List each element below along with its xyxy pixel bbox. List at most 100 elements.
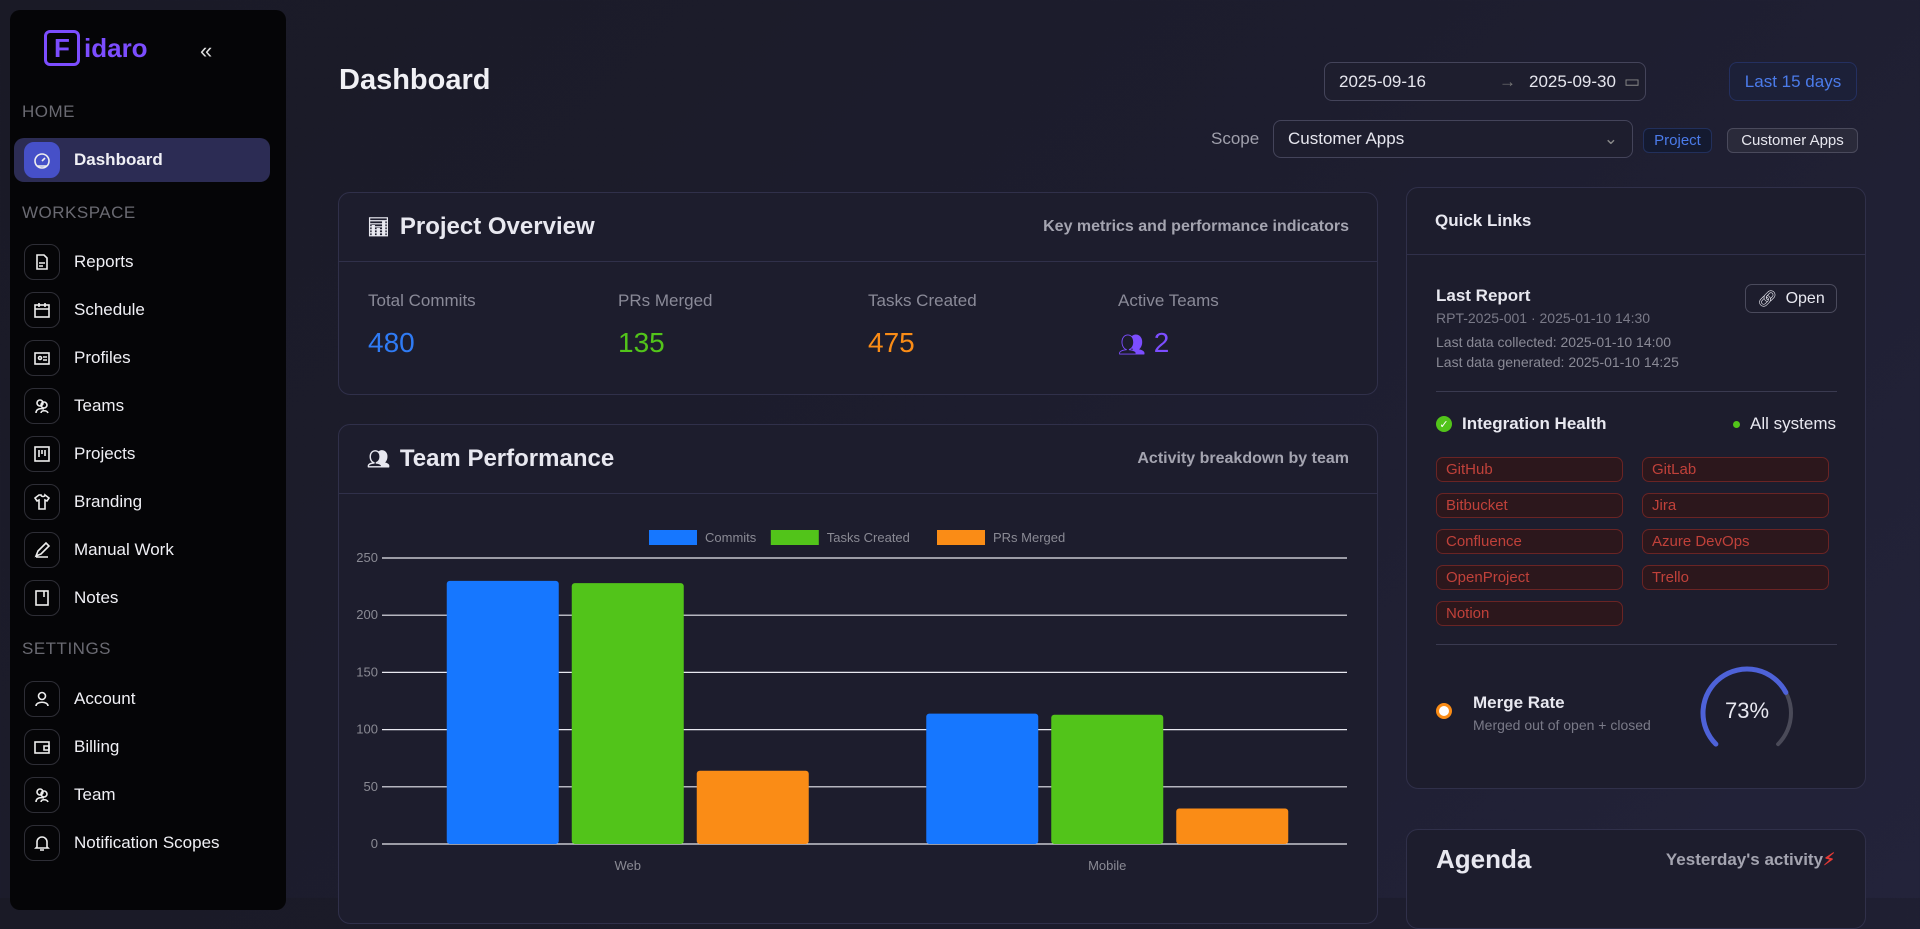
last-collected: Last data collected: 2025-01-10 14:00: [1436, 334, 1672, 350]
integration-openproject[interactable]: OpenProject: [1436, 565, 1623, 590]
integration-jira[interactable]: Jira: [1642, 493, 1829, 518]
users-icon: 👥︎: [367, 448, 390, 469]
agenda-subtitle: Yesterday's activity: [1665, 850, 1824, 869]
sidebar-item-branding[interactable]: Branding: [14, 480, 270, 524]
stat-label: Tasks Created: [868, 291, 977, 310]
sidebar-item-profiles[interactable]: Profiles: [14, 336, 270, 380]
scope-select[interactable]: Customer Apps ⌄: [1273, 120, 1633, 158]
y-tick-label: 200: [356, 607, 378, 622]
card-title: Quick Links: [1435, 211, 1532, 230]
gauge-fill: [1700, 666, 1789, 747]
scope-value: Customer Apps: [1288, 129, 1405, 148]
x-tick-label: Mobile: [1088, 858, 1126, 873]
shirt-icon: [24, 484, 60, 520]
date-to[interactable]: 2025-09-30: [1529, 71, 1616, 91]
scope-type-tag: Project: [1643, 128, 1712, 153]
logo-mark: F: [44, 30, 80, 66]
stat-prs-merged: PRs Merged 135: [618, 291, 712, 359]
sidebar-item-notification-scopes[interactable]: Notification Scopes: [14, 821, 270, 865]
x-tick-label: Web: [615, 858, 642, 873]
sidebar-item-projects[interactable]: Projects: [14, 432, 270, 476]
legend-label: Tasks Created: [827, 530, 910, 545]
users-icon: [24, 777, 60, 813]
sidebar-item-notes[interactable]: Notes: [14, 576, 270, 620]
merge-rate-title: Merge Rate: [1473, 693, 1565, 712]
integration-health-title: Integration Health: [1462, 414, 1607, 433]
stat-value: 2: [1153, 327, 1170, 358]
stat-value: 475: [868, 327, 915, 358]
divider: [1436, 391, 1837, 392]
sidebar-item-label: Schedule: [74, 300, 145, 319]
notebook-icon: [24, 580, 60, 616]
lightning-icon: ⚡︎: [1823, 850, 1835, 869]
sidebar-item-reports[interactable]: Reports: [14, 240, 270, 284]
collapse-sidebar-icon[interactable]: «: [200, 38, 213, 63]
card-subtitle: Key metrics and performance indicators: [1043, 218, 1349, 235]
sidebar-item-label: Profiles: [74, 348, 131, 367]
last-15-days-button[interactable]: Last 15 days: [1729, 62, 1857, 101]
status-dot-icon: [1733, 420, 1741, 428]
integration-notion[interactable]: Notion: [1436, 601, 1623, 626]
gauge-icon: [24, 142, 60, 178]
integration-trello[interactable]: Trello: [1642, 565, 1829, 590]
users-icon: [24, 388, 60, 424]
date-from[interactable]: 2025-09-16: [1339, 71, 1426, 91]
sidebar-item-billing[interactable]: Billing: [14, 725, 270, 769]
stat-tasks-created: Tasks Created 475: [868, 291, 977, 359]
sidebar-item-label: Billing: [74, 737, 120, 756]
sidebar-item-label: Projects: [74, 444, 136, 463]
agenda-card: Agenda Yesterday's activity⚡︎: [1406, 829, 1866, 929]
card-title: Project Overview: [399, 213, 595, 240]
calendar-icon[interactable]: ▭: [1624, 71, 1641, 91]
stat-label: Total Commits: [368, 291, 476, 310]
team-performance-chart: 0 50 100 150 200 250 Web Mobile Commits Tasks Cre…: [356, 530, 1347, 873]
sidebar-item-label: Notification Scopes: [74, 833, 220, 852]
bar-prs-merged-mobile: [1176, 808, 1289, 844]
sidebar-item-dashboard[interactable]: Dashboard: [14, 138, 270, 182]
open-report-button[interactable]: 🔗︎ Open: [1745, 284, 1837, 313]
arrow-right-icon: →: [1499, 71, 1516, 91]
stat-value: 135: [618, 327, 665, 358]
bar-prs-merged-web: [696, 770, 809, 844]
check-circle-icon: ✓: [1436, 416, 1452, 432]
integration-gitlab[interactable]: GitLab: [1642, 457, 1829, 482]
logo-text: idaro: [84, 32, 148, 63]
integration-bitbucket[interactable]: Bitbucket: [1436, 493, 1623, 518]
sidebar-item-label: Branding: [74, 492, 143, 511]
sidebar-item-schedule[interactable]: Schedule: [14, 288, 270, 332]
scope-label: Scope: [1211, 129, 1260, 148]
integration-github[interactable]: GitHub: [1436, 457, 1623, 482]
scope-value-tag: Customer Apps: [1727, 128, 1858, 153]
bar-tasks-created-web: [571, 583, 684, 844]
integration-confluence[interactable]: Confluence: [1436, 529, 1623, 554]
sidebar-item-label: Manual Work: [74, 540, 174, 559]
sidebar-item-account[interactable]: Account: [14, 677, 270, 721]
legend-label: Commits: [705, 530, 757, 545]
stat-value: 480: [368, 327, 415, 358]
integration-azure-devops[interactable]: Azure DevOps: [1642, 529, 1829, 554]
sidebar-item-label: Reports: [74, 252, 134, 271]
merge-rate-gauge: [1700, 666, 1793, 747]
sidebar-item-label: Team: [74, 785, 116, 804]
date-range-picker[interactable]: 2025-09-16 → 2025-09-30 ▭: [1324, 62, 1646, 101]
y-tick-label: 0: [371, 836, 378, 851]
page-title: Dashboard: [339, 64, 491, 96]
y-tick-label: 150: [356, 664, 378, 679]
merge-rate-subtitle: Merged out of open + closed: [1473, 717, 1651, 733]
sidebar-item-teams[interactable]: Teams: [14, 384, 270, 428]
project-overview-card: 📊︎ Project Overview Key metrics and perfor…: [338, 192, 1378, 395]
section-home: HOME: [22, 102, 75, 121]
calendar-icon: [24, 292, 60, 328]
legend-label: PRs Merged: [993, 530, 1065, 545]
sidebar-item-team[interactable]: Team: [14, 773, 270, 817]
wallet-icon: [24, 729, 60, 765]
health-status: All systems: [1750, 414, 1836, 433]
report-id: RPT-2025-001 · 2025-01-10 14:30: [1436, 310, 1651, 326]
last-report-title: Last Report: [1436, 286, 1531, 305]
section-workspace: WORKSPACE: [22, 203, 136, 222]
sidebar-item-label: Teams: [74, 396, 125, 415]
bar-tasks-created-mobile: [1051, 714, 1164, 844]
legend-swatch: [770, 530, 819, 545]
sidebar-item-manual-work[interactable]: Manual Work: [14, 528, 270, 572]
